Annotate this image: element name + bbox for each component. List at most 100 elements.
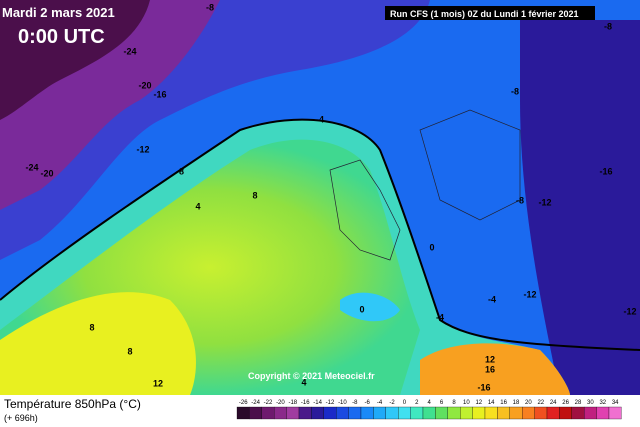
scale-label: 28: [575, 400, 582, 406]
scale-label: 2: [415, 400, 419, 406]
time: 0:00 UTC: [18, 26, 105, 48]
scale-swatch: [484, 406, 498, 420]
scale-swatch: [435, 406, 448, 420]
scale-swatch: [311, 406, 324, 420]
scale-label: 10: [463, 400, 470, 406]
contour-label: 8: [252, 190, 257, 200]
contour-label: -8: [511, 86, 519, 96]
contour-label: 8: [127, 346, 132, 356]
scale-swatch: [373, 406, 386, 420]
scale-swatch: [336, 406, 349, 420]
scale-label: 30: [587, 400, 594, 406]
scale-swatch: [422, 406, 436, 420]
scale-label: -20: [276, 400, 285, 406]
contour-label: 0: [429, 242, 434, 252]
lead-time: (+ 696h): [4, 413, 38, 423]
scale-swatch: [385, 406, 399, 420]
scale-swatch: [497, 406, 510, 420]
scale-label: 24: [550, 400, 557, 406]
arctic-zone: [0, 0, 150, 120]
scale-label: 32: [599, 400, 606, 406]
desert-zone: [420, 343, 570, 395]
scale-swatch: [286, 406, 300, 420]
contour-label: -12: [538, 197, 551, 207]
scale-label: -12: [326, 400, 335, 406]
scale-label: 18: [513, 400, 520, 406]
scale-label: 26: [562, 400, 569, 406]
run: Run CFS (1 mois) 0Z du Lundi 1 février 2…: [390, 9, 579, 19]
hot-zone: [0, 292, 196, 395]
run-box: [385, 6, 595, 20]
scale-label: 8: [452, 400, 456, 406]
scale-label: -4: [377, 400, 383, 406]
scale-swatch: [360, 406, 374, 420]
scale-label: 16: [500, 400, 507, 406]
contour-label: 8: [89, 322, 94, 332]
contour-label: -16: [153, 89, 166, 99]
contour-label: -4: [436, 312, 444, 322]
scale-swatch: [261, 406, 275, 420]
scale-swatch: [447, 406, 461, 420]
contour-label: -12: [623, 306, 636, 316]
copyright: Copyright © 2021 Meteociel.fr: [248, 371, 375, 381]
contour-label: -24: [123, 46, 136, 56]
scale-label: -22: [264, 400, 273, 406]
zero-isotherm: [0, 118, 640, 351]
scale-label: 14: [488, 400, 495, 406]
scale-swatch: [274, 406, 287, 420]
scale-swatch: [249, 406, 262, 420]
scale-swatch: [398, 406, 411, 420]
contour-label: 16: [485, 364, 495, 374]
scale-swatch: [410, 406, 424, 420]
scale-swatch: [608, 406, 622, 420]
scale-label: 20: [525, 400, 532, 406]
scale-swatch: [534, 406, 548, 420]
scale-label: -8: [352, 400, 358, 406]
contour-label: -24: [25, 162, 38, 172]
variable-title: Température 850hPa (°C): [4, 397, 141, 411]
scale-label: 4: [428, 400, 432, 406]
scale-label: -10: [338, 400, 347, 406]
east-cold-zone: [520, 20, 640, 395]
scale-label: -2: [389, 400, 395, 406]
scale-label: 34: [612, 400, 619, 406]
scale-label: 12: [475, 400, 482, 406]
scale-label: -24: [251, 400, 260, 406]
scale-swatch: [236, 406, 250, 420]
contour-label: 12: [485, 354, 495, 364]
contour-label: 0: [359, 304, 364, 314]
contour-label: 4: [301, 377, 306, 387]
contour-label: -4: [316, 114, 324, 124]
scale-swatch: [596, 406, 610, 420]
contour-label: -4: [488, 294, 496, 304]
scale-swatch: [348, 406, 362, 420]
scale-swatch: [559, 406, 572, 420]
scale-label: -16: [301, 400, 310, 406]
scale-label: 6: [440, 400, 444, 406]
scale-swatch: [509, 406, 523, 420]
scale-label: -6: [365, 400, 371, 406]
contour-label: -16: [477, 382, 490, 392]
contour-label: -20: [138, 80, 151, 90]
contour-label: -8: [176, 166, 184, 176]
contour-label: -8: [516, 195, 524, 205]
scale-swatch: [298, 406, 312, 420]
date: Mardi 2 mars 2021: [2, 5, 115, 20]
contour-label: -12: [136, 144, 149, 154]
contour-label: -12: [523, 289, 536, 299]
scale-label: -26: [239, 400, 248, 406]
coastlines: [329, 109, 521, 261]
scale-swatch: [472, 406, 486, 420]
scale-swatch: [571, 406, 585, 420]
scale-swatch: [522, 406, 535, 420]
scale-label: -18: [288, 400, 297, 406]
scale-swatch: [584, 406, 597, 420]
scale-swatch: [460, 406, 473, 420]
contour-label: 4: [195, 201, 200, 211]
contour-label: 12: [153, 378, 163, 388]
contour-label: -8: [604, 21, 612, 31]
scale-label: -14: [313, 400, 322, 406]
contour-label: -20: [40, 168, 53, 178]
